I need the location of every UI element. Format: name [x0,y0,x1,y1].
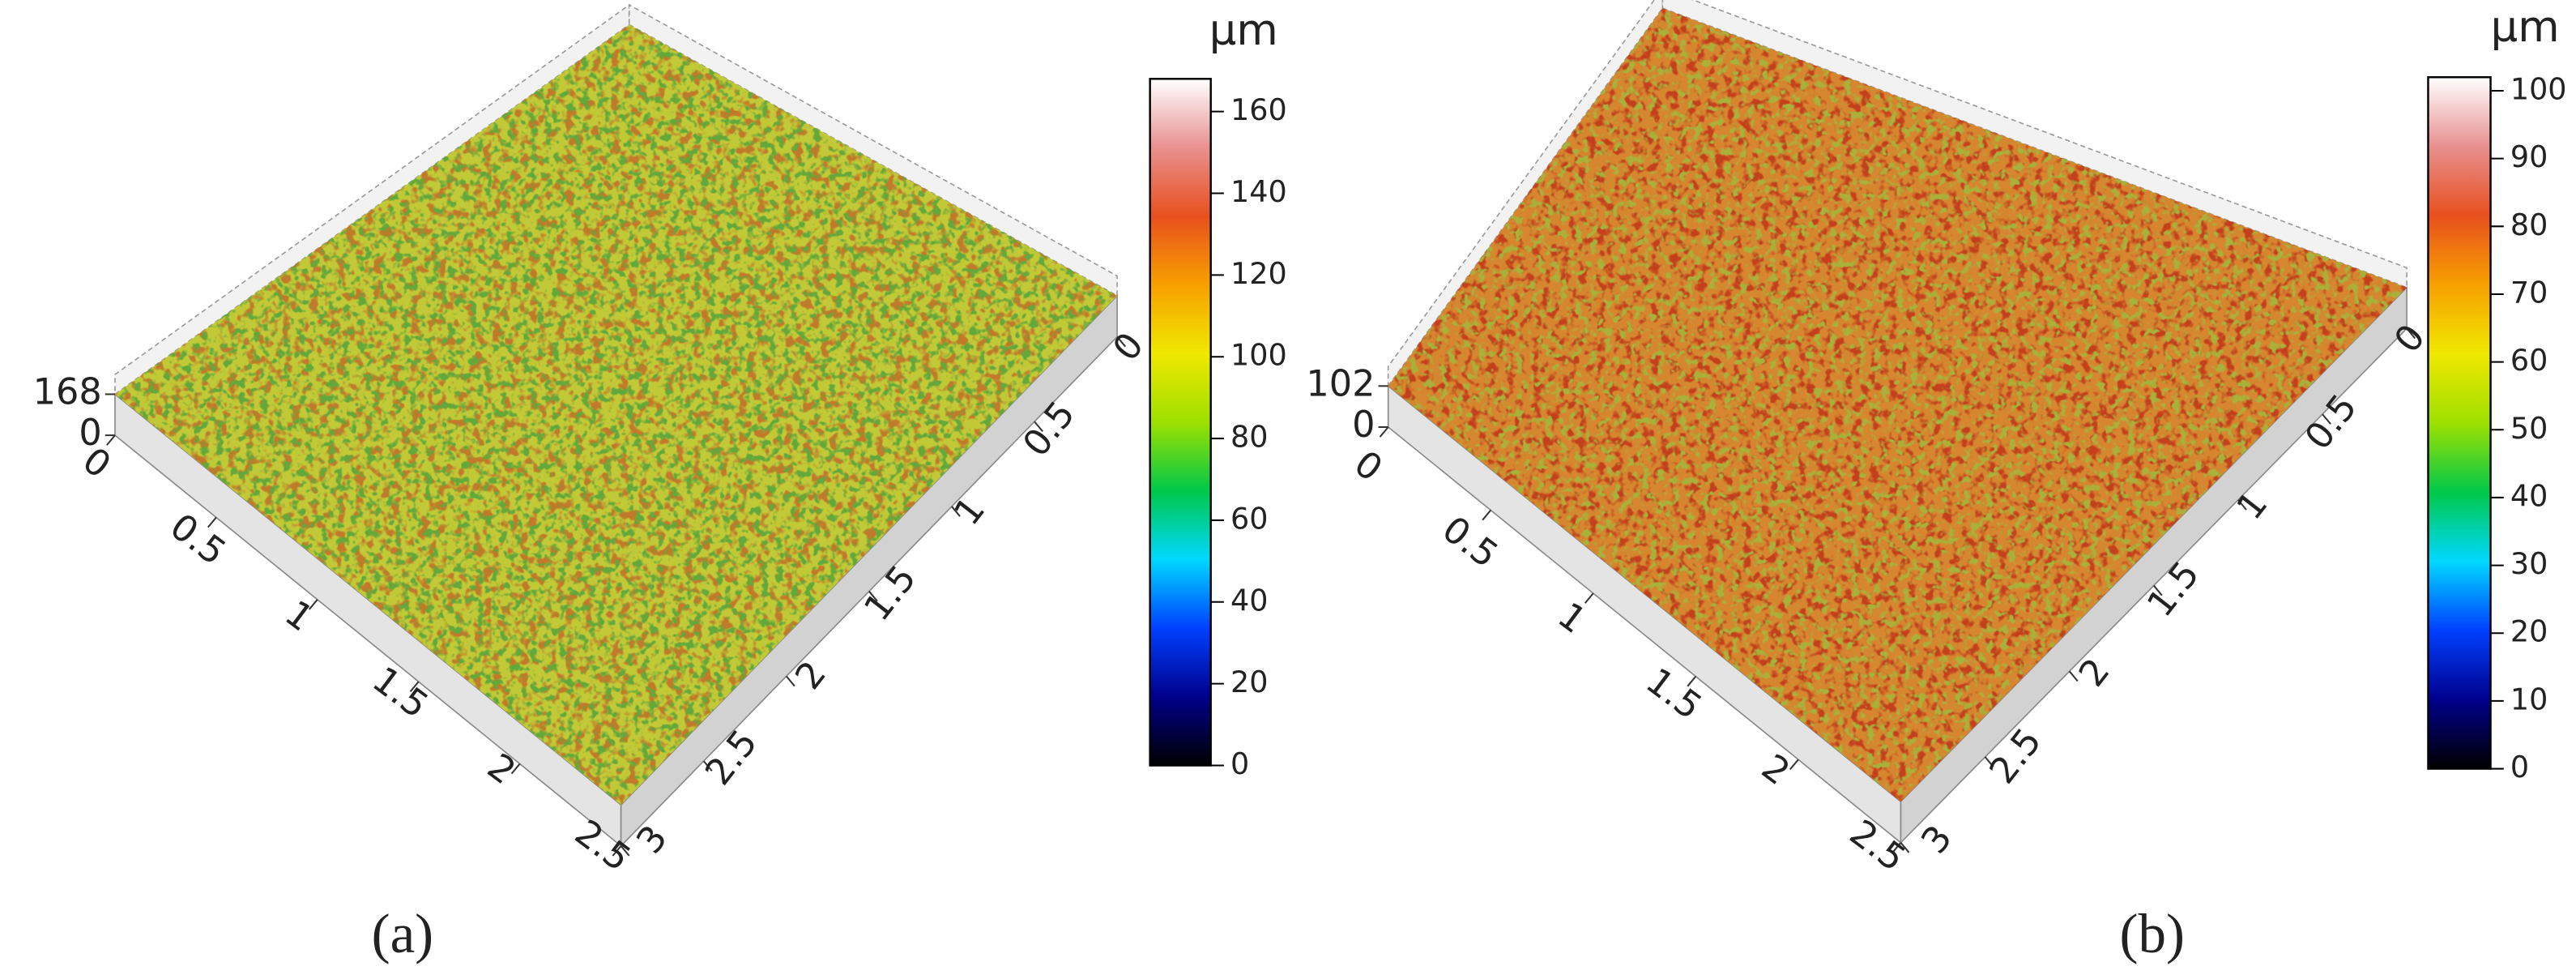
z-tick-label: 168 [33,370,102,413]
colorbar-tick-label: 70 [2510,275,2548,310]
z-tick-label: 102 [1306,362,1375,404]
colorbar-tick-label: 20 [1230,665,1268,699]
y-tick [1984,756,1994,767]
colorbar-tick-label: 90 [2510,139,2548,174]
x-tick [1687,676,1697,687]
colorbar-tick-label: 0 [1230,746,1249,781]
y-tick [620,845,630,857]
colorbar-tick-label: 160 [1230,92,1287,127]
panel-label: (b) [2120,903,2185,964]
x-tick [612,845,622,857]
colorbar-unit: μm [2491,2,2560,52]
colorbar-tick-label: 40 [1230,583,1268,618]
z-tick-label: 0 [79,412,101,454]
colorbar-tick-label: 80 [2510,207,2548,242]
colorbar-unit: μm [1209,6,1278,55]
x-tick [1789,759,1799,771]
colorbar-tick-label: 20 [2510,614,2548,649]
x-tick [510,763,521,775]
y-tick [1116,336,1127,348]
colorbar-tick-label: 10 [2510,682,2548,716]
colorbar-tick-label: 30 [2510,546,2548,581]
colorbar-tick-label: 40 [2510,478,2548,513]
y-tick [1900,842,1910,853]
colorbar-tick-label: 100 [2510,72,2567,107]
x-tick [1584,592,1594,604]
x-tick-label: 1 [277,592,321,640]
colorbar-tick-label: 60 [1230,501,1268,536]
x-tick [1482,509,1492,521]
colorbar-tick-label: 120 [1230,256,1287,291]
y-tick [702,760,713,772]
y-tick [2322,413,2331,425]
colorbar-tick-label: 80 [1230,420,1268,455]
y-tick-label: 3 [1913,818,1960,861]
x-tick [207,516,217,528]
x-tick [1891,842,1902,853]
z-tick-label: 0 [1352,404,1375,446]
surface-texture [114,24,1118,806]
x-tick [1379,426,1389,438]
colorbar-tick-label: 140 [1230,174,1287,209]
back-wall [1387,0,1664,388]
colorbar-tick-label: 60 [2510,343,2548,378]
x-tick [106,434,116,446]
x-tick-label: 0.5 [1435,508,1506,576]
x-tick [409,681,420,692]
colorbar-tick-label: 100 [1230,338,1287,373]
panel-label: (a) [372,903,434,964]
colorbar-tick-label: 50 [2510,411,2548,446]
y-tick [2068,670,2079,682]
y-tick [2406,327,2416,340]
x-tick [308,599,318,610]
colorbar [2427,76,2492,770]
colorbar-tick-label: 0 [2510,750,2529,784]
surface-texture [1388,8,2408,802]
y-tick [951,506,961,517]
y-tick [785,675,795,687]
y-tick [1034,421,1043,433]
colorbar [1149,78,1212,767]
x-tick-label: 0 [1346,442,1390,490]
y-tick [2153,584,2163,596]
y-tick [868,591,878,602]
y-tick [2237,499,2247,511]
